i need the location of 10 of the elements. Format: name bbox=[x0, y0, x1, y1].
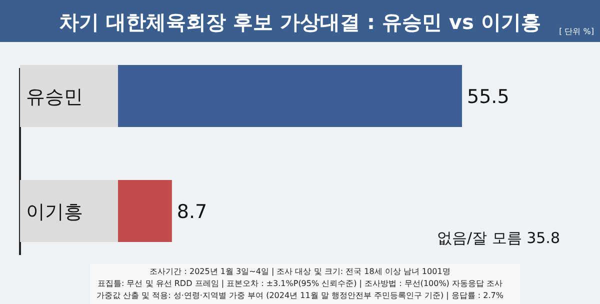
y-tick-label: 이기흥 bbox=[26, 201, 83, 223]
annotation: 가중값 산출 및 적용: 성·연령·지역별 가중 부여 (2024년 11월 말 행정안전부 주민등록인구 기준) | 응답률 : 2.7% bbox=[96, 291, 504, 300]
y-tick-label: 유승민 bbox=[26, 86, 83, 108]
annotation: 표집틀: 무선 및 유선 RDD 프레임 | 표본오차 : ±3.1%P(95% 신뢰수준) | 조사방법 : 무선(100%) 자동응답 조사 bbox=[97, 279, 503, 288]
annotation: 없음/잘 모름 35.8 bbox=[437, 229, 560, 247]
annotation: 조사기간 : 2025년 1월 3일~4일 | 조사 대상 및 크기: 전국 18세 이상 남녀 1001명 bbox=[150, 267, 450, 276]
chart-title: 차기 대한체육회장 후보 가상대결 : 유승민 vs 이기흥 bbox=[59, 10, 541, 34]
text: [ 단위 %] bbox=[559, 27, 594, 36]
data-label: 8.7 bbox=[176, 201, 208, 223]
data-label: 55.5 bbox=[467, 86, 510, 108]
